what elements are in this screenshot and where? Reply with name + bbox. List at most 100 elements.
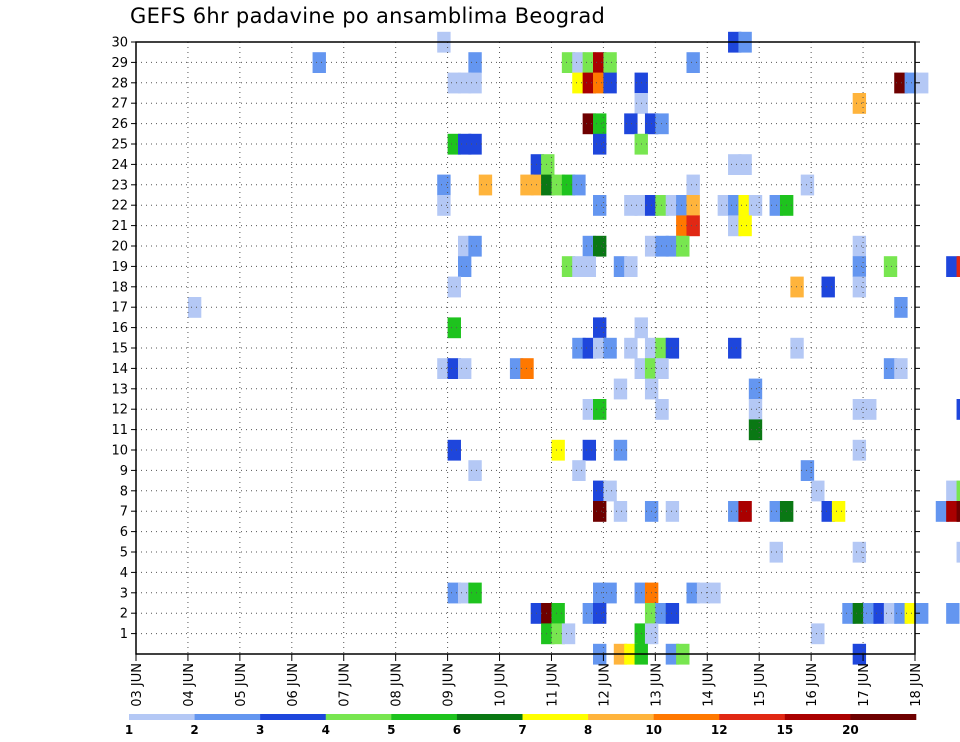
heatmap-cell <box>873 603 887 624</box>
y-tick-label: 7 <box>120 505 128 520</box>
y-tick-label: 14 <box>111 362 128 377</box>
heatmap-cell <box>603 337 617 359</box>
heatmap-cell <box>468 133 482 155</box>
x-tick-label: 16 JUN <box>805 663 820 707</box>
y-tick-label: 25 <box>111 138 128 153</box>
heatmap-cell <box>655 113 669 135</box>
heatmap-cell <box>655 399 669 420</box>
heatmap-cell <box>800 174 815 196</box>
heatmap-cell <box>624 337 638 359</box>
heatmap-cell <box>738 195 752 216</box>
heatmap-cell <box>447 276 461 298</box>
heatmap-cell <box>863 603 877 624</box>
y-tick-label: 16 <box>111 321 128 336</box>
y-tick-label: 10 <box>111 444 128 459</box>
heatmap-cell <box>187 297 202 318</box>
heatmap-cell <box>717 195 732 216</box>
heatmap-cell <box>655 358 669 379</box>
color-scale-swatch <box>784 714 851 720</box>
heatmap-cell <box>551 603 565 624</box>
heatmap-cell <box>572 337 586 359</box>
heatmap-cell <box>707 582 721 604</box>
color-scale-label: 10 <box>645 723 662 737</box>
heatmap-cell <box>748 195 763 216</box>
heatmap-cell <box>447 133 461 155</box>
heatmap-cell <box>603 480 617 502</box>
heatmap-cell <box>593 603 607 624</box>
y-tick-label: 20 <box>111 240 128 255</box>
heatmap-cell <box>541 174 555 196</box>
heatmap-cell <box>541 154 555 175</box>
heatmap-cell <box>582 439 597 461</box>
color-scale-label: 6 <box>453 723 461 737</box>
color-scale-legend: 1 2 3 4 5 6 7 8 10 12 15 20 <box>125 714 917 737</box>
heatmap-cell <box>935 501 950 522</box>
heatmap-cell <box>883 603 898 624</box>
x-tick-label: 05 JUN <box>234 663 249 707</box>
heatmap-cell <box>582 235 597 257</box>
x-tick-label: 11 JUN <box>545 663 560 707</box>
color-scale-label: 4 <box>322 723 330 737</box>
heatmap-cell <box>447 72 461 94</box>
heatmap-cell <box>842 603 856 624</box>
heatmap-cell <box>468 72 482 94</box>
heatmap-cell <box>468 582 482 604</box>
heatmap-cell <box>582 113 597 135</box>
heatmap-cell <box>852 276 867 298</box>
heatmap-cell <box>572 72 586 94</box>
heatmap-cell <box>561 174 576 196</box>
chart-title: GEFS 6hr padavine po ansamblima Beograd <box>130 4 606 28</box>
heatmap-cell <box>468 460 482 481</box>
color-scale-label: 3 <box>256 723 264 737</box>
y-tick-label: 24 <box>111 158 128 173</box>
heatmap-cell <box>686 215 700 237</box>
heatmap-cell <box>811 623 825 645</box>
heatmap-cell <box>530 154 545 175</box>
y-tick-label: 8 <box>120 484 128 499</box>
heatmap-cell <box>561 256 576 277</box>
x-tick-label: 03 JUN <box>130 663 145 707</box>
heatmap-cell <box>738 215 752 237</box>
heatmap-cell <box>946 480 960 502</box>
heatmap-cell <box>613 256 628 277</box>
heatmap-cell <box>457 256 472 277</box>
x-tick-label: 14 JUN <box>701 663 716 707</box>
heatmap-cell <box>956 256 960 277</box>
heatmap-cell <box>790 337 804 359</box>
heatmap-cell <box>852 235 867 257</box>
heatmap-cell <box>613 501 628 522</box>
heatmap-cell <box>551 174 565 196</box>
heatmap-cell <box>437 174 451 196</box>
heatmap-cell <box>738 154 752 175</box>
y-tick-label: 4 <box>120 566 128 581</box>
color-scale-swatch <box>194 714 261 720</box>
color-scale-label: 1 <box>125 723 133 737</box>
y-tick-label: 15 <box>111 342 128 357</box>
heatmap-cell <box>728 501 742 522</box>
heatmap-cell <box>624 113 638 135</box>
heatmap-cell <box>478 174 493 196</box>
heatmap-cell <box>437 195 451 216</box>
heatmap-cell <box>686 582 700 604</box>
y-tick-label: 9 <box>120 464 128 479</box>
y-tick-label: 30 <box>111 36 128 51</box>
y-tick-label: 29 <box>111 56 128 71</box>
heatmap-cell <box>728 215 742 237</box>
x-tick-label: 17 JUN <box>857 663 872 707</box>
heatmap-cell <box>915 603 929 624</box>
heatmap-cell <box>593 195 607 216</box>
color-scale-swatch <box>325 714 392 720</box>
y-tick-label: 17 <box>111 301 128 316</box>
heatmap-cell <box>572 174 586 196</box>
x-tick-label: 12 JUN <box>597 663 612 707</box>
heatmap-cell <box>894 297 908 318</box>
heatmap-cell <box>603 582 617 604</box>
x-tick-label: 06 JUN <box>286 663 301 707</box>
heatmap-cell <box>468 235 482 257</box>
heatmap-cell <box>582 52 597 73</box>
heatmap-cell <box>728 154 742 175</box>
heatmap-cell <box>863 399 877 420</box>
grid-lines <box>136 42 915 654</box>
heatmap-cell <box>821 501 835 522</box>
y-tick-label: 26 <box>111 117 128 132</box>
